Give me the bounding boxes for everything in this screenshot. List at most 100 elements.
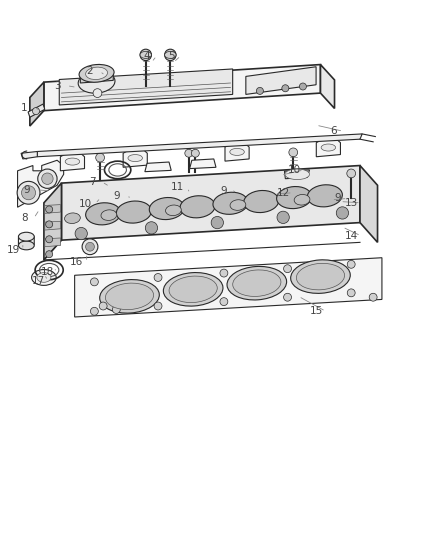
Polygon shape: [18, 160, 64, 207]
Circle shape: [288, 148, 297, 157]
Ellipse shape: [85, 203, 120, 225]
Ellipse shape: [149, 198, 184, 220]
Ellipse shape: [293, 195, 309, 205]
Ellipse shape: [163, 272, 223, 306]
Polygon shape: [45, 238, 60, 247]
Circle shape: [336, 207, 348, 219]
Text: 6: 6: [329, 126, 336, 136]
Ellipse shape: [180, 196, 215, 218]
Text: 8: 8: [21, 213, 28, 223]
Circle shape: [38, 169, 57, 188]
Circle shape: [346, 289, 354, 297]
Text: 9: 9: [220, 186, 227, 196]
Polygon shape: [61, 166, 359, 240]
Polygon shape: [21, 151, 37, 159]
Circle shape: [154, 302, 162, 310]
Circle shape: [191, 149, 199, 157]
Polygon shape: [123, 149, 147, 167]
Polygon shape: [359, 166, 377, 243]
Ellipse shape: [116, 201, 151, 223]
Ellipse shape: [230, 148, 244, 156]
Ellipse shape: [140, 51, 151, 59]
Circle shape: [299, 83, 306, 90]
Text: 15: 15: [309, 306, 322, 316]
Text: 18: 18: [41, 267, 54, 277]
Circle shape: [95, 154, 104, 162]
Polygon shape: [74, 258, 381, 317]
Ellipse shape: [65, 158, 80, 165]
Circle shape: [164, 49, 176, 61]
Circle shape: [90, 308, 98, 315]
Circle shape: [219, 269, 227, 277]
Circle shape: [17, 181, 40, 204]
Polygon shape: [45, 221, 60, 230]
Text: 17: 17: [32, 276, 45, 286]
Text: 10: 10: [287, 165, 300, 175]
Circle shape: [82, 239, 98, 255]
Circle shape: [346, 169, 355, 178]
Circle shape: [32, 108, 39, 115]
Circle shape: [219, 297, 227, 305]
Polygon shape: [60, 152, 84, 171]
Polygon shape: [37, 134, 361, 157]
Circle shape: [256, 87, 263, 94]
Circle shape: [283, 293, 291, 301]
Ellipse shape: [128, 155, 142, 161]
Ellipse shape: [296, 263, 344, 290]
Polygon shape: [284, 170, 309, 179]
Circle shape: [90, 278, 98, 286]
Ellipse shape: [243, 190, 278, 213]
Ellipse shape: [212, 192, 247, 214]
Polygon shape: [320, 64, 334, 108]
Ellipse shape: [290, 260, 350, 293]
Ellipse shape: [64, 213, 80, 223]
Text: 9: 9: [113, 191, 120, 201]
Text: 19: 19: [7, 245, 20, 255]
Polygon shape: [315, 138, 340, 157]
Circle shape: [368, 293, 376, 301]
Ellipse shape: [101, 210, 117, 221]
Circle shape: [112, 305, 120, 313]
Text: 9: 9: [334, 193, 341, 204]
Polygon shape: [45, 205, 60, 213]
Circle shape: [140, 49, 151, 61]
Ellipse shape: [164, 51, 176, 59]
Circle shape: [99, 302, 107, 310]
Ellipse shape: [169, 276, 217, 303]
Polygon shape: [44, 64, 320, 111]
Text: 14: 14: [344, 231, 357, 241]
Polygon shape: [28, 104, 45, 117]
Text: 2: 2: [86, 66, 93, 76]
Ellipse shape: [32, 270, 56, 285]
Circle shape: [93, 88, 102, 98]
Circle shape: [42, 173, 53, 184]
Circle shape: [75, 228, 87, 240]
Circle shape: [276, 211, 289, 223]
Ellipse shape: [232, 270, 280, 296]
Circle shape: [346, 260, 354, 268]
Polygon shape: [189, 159, 215, 168]
Polygon shape: [18, 237, 34, 245]
Circle shape: [85, 243, 94, 251]
Circle shape: [283, 265, 291, 273]
Circle shape: [184, 149, 192, 157]
Text: 1: 1: [21, 102, 28, 112]
Ellipse shape: [37, 273, 51, 282]
Polygon shape: [30, 82, 44, 126]
Ellipse shape: [105, 283, 153, 310]
Ellipse shape: [276, 187, 311, 208]
Text: 13: 13: [344, 198, 357, 208]
Circle shape: [46, 251, 53, 258]
Text: 12: 12: [276, 188, 289, 198]
Circle shape: [211, 216, 223, 229]
Ellipse shape: [284, 169, 309, 180]
Text: 4: 4: [143, 51, 150, 61]
Ellipse shape: [307, 185, 342, 207]
Ellipse shape: [99, 280, 159, 313]
Circle shape: [46, 206, 53, 213]
Circle shape: [281, 85, 288, 92]
Circle shape: [145, 222, 157, 234]
Text: 5: 5: [167, 51, 174, 61]
Circle shape: [21, 185, 35, 200]
Polygon shape: [44, 183, 61, 260]
